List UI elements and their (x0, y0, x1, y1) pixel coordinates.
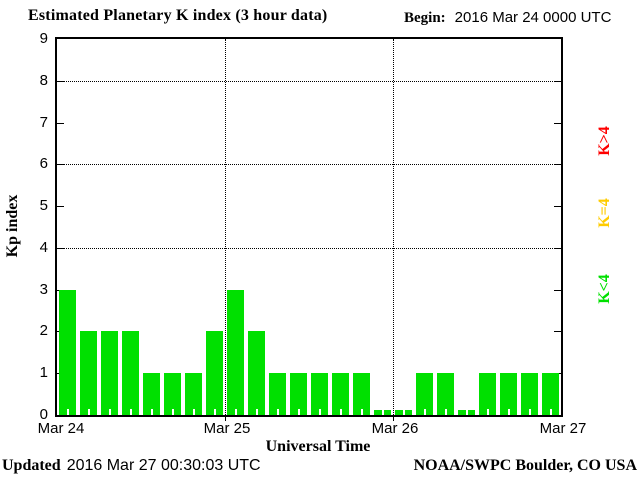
x-minor-tick (444, 409, 447, 415)
y-tick-label: 6 (39, 155, 48, 173)
updated-label: Updated (2, 457, 61, 474)
kp-bar (311, 373, 328, 415)
y-tick-label: 3 (39, 280, 48, 298)
kp-bar (374, 409, 391, 415)
y-tick (554, 331, 561, 333)
legend-k-below-4: K<4 (596, 274, 613, 304)
y-grid-line (57, 80, 561, 82)
kp-bar (227, 289, 244, 415)
day-divider-line (393, 39, 394, 415)
kp-bar (353, 373, 370, 415)
chart-title: Estimated Planetary K index (3 hour data… (28, 7, 328, 24)
begin-line: Begin: 2016 Mar 24 0000 UTC (404, 9, 611, 27)
x-minor-tick (192, 409, 195, 415)
y-tick (57, 164, 64, 166)
y-tick-label: 9 (39, 30, 48, 47)
y-tick (554, 80, 561, 82)
kp-bar (290, 373, 307, 415)
kp-bar (248, 331, 265, 415)
y-tick (57, 122, 64, 124)
y-tick-label: 0 (39, 406, 48, 423)
y-tick-label: 5 (39, 197, 48, 215)
kp-bar (269, 373, 286, 415)
x-minor-tick (213, 409, 216, 415)
x-tick-label: Mar 27 (539, 420, 587, 437)
x-tick-label: Mar 26 (371, 420, 419, 437)
legend-k-equal-4: K=4 (596, 198, 613, 228)
x-minor-tick (276, 409, 279, 415)
y-grid-line (57, 164, 561, 166)
begin-value: 2016 Mar 24 0000 UTC (454, 9, 612, 26)
kp-bar (542, 373, 559, 415)
y-axis-title: Kp index (4, 194, 21, 258)
kp-bar (500, 373, 517, 415)
legend-k-above-4: K>4 (596, 126, 613, 156)
x-tick-label: Mar 24 (37, 420, 85, 437)
y-grid-line (57, 247, 561, 249)
x-tick-label: Mar 25 (203, 420, 251, 437)
y-tick (554, 206, 561, 208)
x-minor-tick (465, 409, 468, 415)
y-tick (554, 164, 561, 166)
x-minor-tick (297, 409, 300, 415)
day-boundary-tick (393, 417, 394, 421)
kp-bar (185, 373, 202, 415)
x-minor-tick (255, 409, 258, 415)
kp-bar (332, 373, 349, 415)
x-minor-tick (129, 409, 132, 415)
x-minor-tick (381, 409, 384, 415)
day-boundary-tick (225, 417, 226, 421)
x-axis-title: Universal Time (265, 438, 371, 455)
credit-text: NOAA/SWPC Boulder, CO USA (413, 457, 637, 474)
x-minor-tick (318, 409, 321, 415)
y-tick-label: 8 (39, 71, 48, 89)
y-tick (57, 247, 64, 249)
day-divider-line (225, 39, 226, 415)
kp-bar (437, 373, 454, 415)
y-tick (57, 206, 64, 208)
kp-bar (479, 373, 496, 415)
kp-bar (416, 373, 433, 415)
y-tick (57, 80, 64, 82)
x-minor-tick (528, 409, 531, 415)
y-tick-label: 1 (39, 364, 48, 382)
x-minor-tick (171, 409, 174, 415)
kp-bar (122, 331, 139, 415)
y-tick-label: 4 (39, 238, 48, 256)
kp-bar (143, 373, 160, 415)
x-minor-tick (486, 409, 489, 415)
updated-value: 2016 Mar 27 00:30:03 UTC (66, 457, 261, 474)
kp-bar (80, 331, 97, 415)
kp-bar (101, 331, 118, 415)
x-minor-tick (423, 409, 426, 415)
kp-bar (206, 331, 223, 415)
x-minor-tick (360, 409, 363, 415)
updated-line: Updated 2016 Mar 27 00:30:03 UTC (2, 457, 261, 475)
kp-bar (59, 289, 76, 415)
x-minor-tick (402, 409, 405, 415)
y-tick (554, 122, 561, 124)
kp-bar (164, 373, 181, 415)
kp-bar (458, 409, 475, 415)
kp-bar (395, 409, 412, 415)
x-minor-tick (108, 409, 111, 415)
x-minor-tick (507, 409, 510, 415)
x-minor-tick (549, 409, 552, 415)
begin-label: Begin: (404, 10, 446, 26)
x-minor-tick (339, 409, 342, 415)
x-minor-tick (66, 409, 69, 415)
x-minor-tick (150, 409, 153, 415)
y-tick (554, 247, 561, 249)
plot-area (55, 37, 563, 417)
kp-bar (521, 373, 538, 415)
x-minor-tick (234, 409, 237, 415)
y-tick (554, 289, 561, 291)
y-tick-label: 2 (39, 322, 48, 340)
y-tick-label: 7 (39, 113, 48, 131)
x-minor-tick (87, 409, 90, 415)
